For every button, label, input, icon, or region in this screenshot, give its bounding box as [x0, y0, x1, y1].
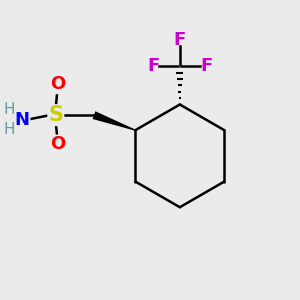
- Polygon shape: [93, 111, 136, 131]
- Text: F: F: [200, 57, 212, 75]
- Text: O: O: [50, 75, 65, 93]
- Text: N: N: [15, 110, 30, 128]
- Text: F: F: [174, 31, 186, 49]
- Text: O: O: [50, 136, 65, 154]
- Text: H: H: [3, 122, 15, 137]
- Text: H: H: [3, 102, 15, 117]
- Text: S: S: [48, 105, 63, 125]
- Text: F: F: [147, 57, 160, 75]
